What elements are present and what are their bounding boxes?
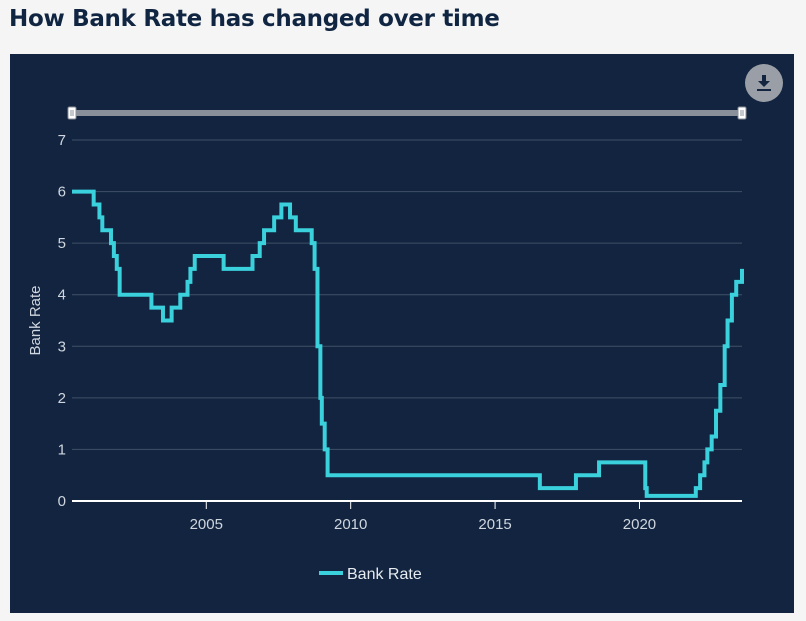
y-tick-label: 2 [58, 390, 66, 407]
grid-lines [72, 139, 742, 502]
y-tick-label: 6 [58, 184, 66, 201]
y-axis-label: Bank Rate [27, 285, 44, 355]
line-chart: 0 1 2 3 4 5 6 7 2005 2010 2015 2020 Bank Rate Bank… [27, 106, 747, 583]
y-tick-label: 0 [58, 493, 66, 510]
y-tick-label: 3 [58, 338, 66, 355]
y-tick-label: 1 [58, 441, 66, 458]
y-tick-label: 7 [58, 132, 66, 149]
y-tick-label: 4 [58, 287, 66, 304]
download-icon [757, 75, 771, 91]
x-tick-label: 2010 [334, 516, 367, 533]
x-tick-label: 2005 [190, 516, 223, 533]
range-slider-handle-left[interactable] [67, 106, 77, 120]
chart-panel: 0 1 2 3 4 5 6 7 2005 2010 2015 2020 Bank Rate Bank… [10, 54, 794, 613]
range-slider-handle-right[interactable] [737, 106, 747, 120]
legend-label-bank-rate: Bank Rate [347, 566, 422, 583]
series-lines [72, 189, 744, 498]
legend[interactable]: Bank Rate [319, 566, 422, 583]
y-axis-ticks: 0 1 2 3 4 5 6 7 [58, 132, 66, 510]
x-axis-ticks: 2005 2010 2015 2020 [190, 501, 656, 533]
range-slider[interactable] [67, 106, 747, 120]
download-button[interactable] [745, 64, 783, 102]
x-tick-label: 2015 [478, 516, 511, 533]
series-line-bank-rate [72, 189, 744, 498]
x-tick-label: 2020 [623, 516, 656, 533]
y-tick-label: 5 [58, 235, 66, 252]
page-title: How Bank Rate has changed over time [9, 6, 500, 32]
